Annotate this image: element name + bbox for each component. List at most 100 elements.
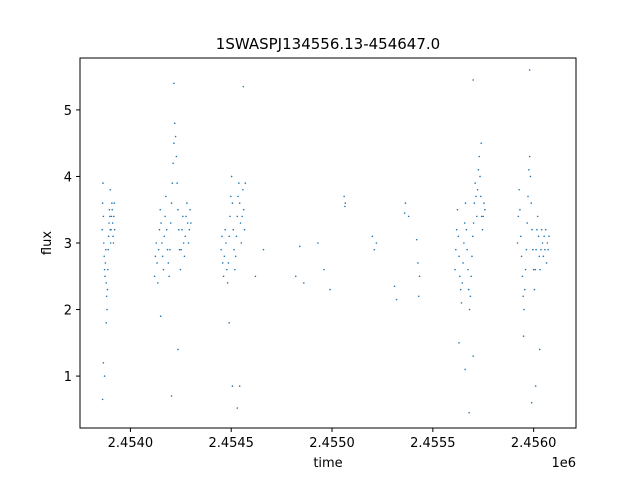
data-point (471, 255, 473, 258)
data-point (529, 175, 532, 178)
x-tick-label: 2.4550 (309, 436, 355, 451)
data-point (477, 169, 480, 171)
data-point (165, 195, 167, 198)
data-point (473, 202, 476, 204)
data-point (469, 295, 472, 298)
data-point (179, 268, 182, 271)
data-point (105, 322, 108, 324)
data-point (483, 202, 485, 204)
data-point (520, 255, 523, 258)
data-point (329, 288, 331, 291)
data-point (240, 242, 243, 244)
data-point (177, 208, 179, 211)
data-point (225, 268, 228, 271)
y-tick-label: 1 (64, 370, 72, 385)
data-point (233, 248, 235, 251)
data-point (241, 215, 243, 218)
data-point (105, 248, 107, 251)
data-point (459, 275, 461, 278)
data-point (475, 195, 477, 198)
data-point (262, 248, 265, 251)
data-point (111, 208, 114, 211)
data-point (238, 385, 241, 387)
data-point (228, 322, 230, 324)
data-point (417, 262, 419, 264)
data-point (227, 262, 230, 264)
data-point (460, 302, 463, 304)
data-point (484, 208, 486, 211)
data-point (464, 202, 467, 204)
x-tick-label: 2.4545 (208, 436, 254, 451)
data-point (165, 228, 168, 231)
x-tick-label: 2.4540 (108, 436, 154, 451)
data-point (238, 202, 241, 204)
data-point (113, 215, 115, 218)
data-point (395, 298, 398, 301)
data-point (527, 195, 529, 198)
y-tick-label: 3 (64, 237, 72, 252)
data-point (540, 228, 543, 231)
data-point (230, 175, 233, 178)
data-point (231, 385, 234, 387)
data-point (168, 275, 170, 278)
data-point (522, 335, 525, 337)
data-point (157, 248, 160, 251)
data-point (528, 155, 531, 158)
data-point (155, 242, 158, 244)
data-point (522, 295, 524, 298)
data-point (220, 248, 222, 251)
data-point (468, 411, 470, 414)
data-point (534, 385, 537, 387)
data-point (538, 255, 541, 258)
data-point (343, 195, 345, 198)
data-point (519, 235, 522, 238)
data-point (108, 222, 110, 224)
y-tick-label: 4 (64, 170, 72, 185)
data-point (101, 398, 104, 401)
data-point (468, 308, 471, 311)
data-point (407, 215, 410, 218)
data-point (463, 222, 466, 224)
data-point (543, 235, 545, 238)
data-point (162, 268, 165, 271)
data-point (230, 195, 232, 198)
data-point (183, 255, 186, 258)
data-point (539, 268, 541, 271)
x-axis-label: time (313, 456, 342, 471)
data-point (417, 295, 420, 298)
data-point (547, 248, 549, 251)
data-point (173, 82, 175, 85)
data-point (102, 242, 105, 244)
data-point (112, 235, 114, 238)
y-axis: 1 2 3 4 5 (64, 104, 80, 385)
data-point (481, 228, 484, 231)
data-point (523, 288, 526, 291)
data-point (244, 182, 247, 184)
data-point (221, 235, 223, 238)
data-point (457, 235, 460, 238)
data-point (521, 275, 524, 278)
data-point (242, 188, 244, 191)
data-point (540, 248, 542, 251)
data-point (172, 162, 174, 164)
data-point (188, 228, 191, 231)
data-point (102, 215, 105, 218)
data-point (344, 202, 347, 204)
data-point (545, 262, 548, 264)
data-point (482, 215, 485, 218)
data-point (523, 308, 525, 311)
data-point (103, 255, 105, 258)
data-point (534, 268, 537, 271)
data-point (242, 85, 245, 88)
data-point (242, 208, 245, 211)
data-point (159, 208, 162, 211)
data-point (169, 248, 171, 251)
data-point (222, 275, 225, 278)
data-point (170, 395, 173, 397)
data-point (110, 215, 113, 218)
data-point (480, 195, 482, 198)
data-point (101, 228, 103, 231)
data-point (105, 282, 108, 284)
data-point (232, 228, 235, 231)
data-point (544, 248, 546, 251)
